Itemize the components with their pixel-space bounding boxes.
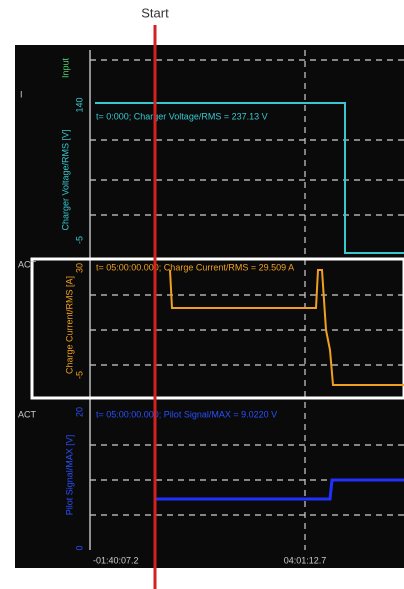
current-trace xyxy=(169,269,404,386)
readout: t= 05:00:00.000; Pilot Signal/MAX = 9.02… xyxy=(96,409,277,419)
selected-panel xyxy=(30,257,404,400)
readout: t= 0:000; Charger Voltage/RMS = 237.13 V xyxy=(96,111,268,121)
axis-bottom: 0 xyxy=(74,545,84,550)
voltage-trace xyxy=(95,102,404,254)
axis-label: Charger Voltage/RMS [V] xyxy=(60,129,70,230)
time-label: 04:01:12.7 xyxy=(284,555,327,565)
axis-label: Charge Current/RMS [A] xyxy=(64,276,74,374)
axis-bottom: -5 xyxy=(74,371,84,379)
axis-top: 30 xyxy=(74,263,84,273)
readout: t= 05:00:00.000; Charge Current/RMS = 29… xyxy=(96,262,294,272)
side-tag: I xyxy=(20,89,23,99)
axis-top: 140 xyxy=(74,97,84,112)
start-label: Start xyxy=(141,5,169,20)
axis-label: Pilot Signal/MAX [V] xyxy=(64,435,74,516)
grid xyxy=(89,50,404,550)
side-tag: ACT xyxy=(18,259,37,269)
axis-bottom: -5 xyxy=(74,236,84,244)
axis-top: 20 xyxy=(74,407,84,417)
channel-label: Input xyxy=(60,57,70,78)
side-tag: ACT xyxy=(18,409,37,419)
time-label: -01:40:07.2 xyxy=(93,555,139,565)
labels: I ACT ACT Input 140 -5 Charger Voltage/R… xyxy=(18,57,326,565)
pilot-trace xyxy=(155,478,404,501)
